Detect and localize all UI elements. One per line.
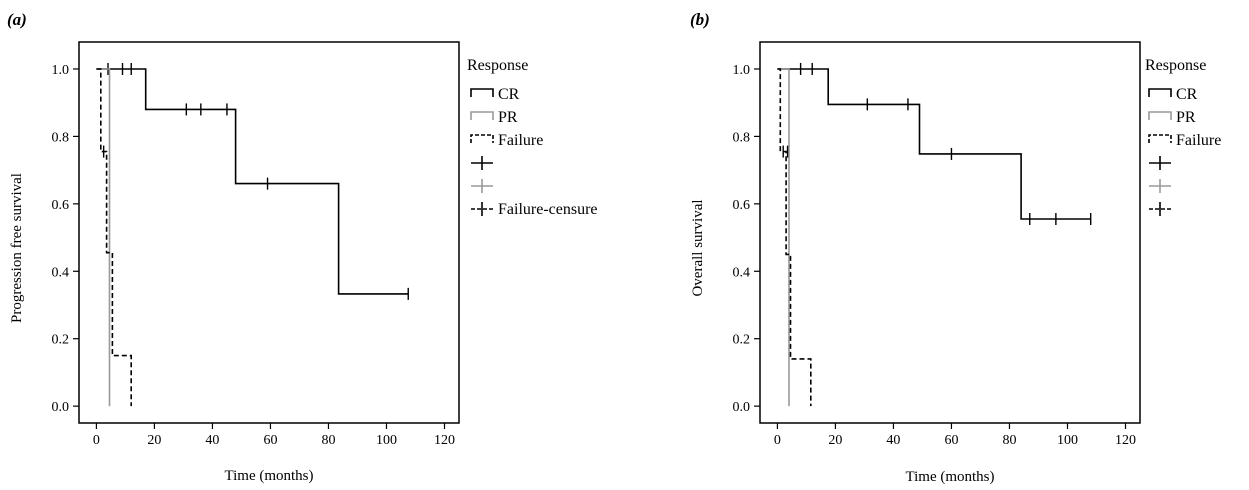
series-line-cr [96,68,409,295]
x-tick-label: 120 [1115,433,1136,448]
legend-symbol-step [1148,111,1172,120]
legend-label: Failure [1176,132,1221,149]
y-tick-label: 0.0 [733,400,751,415]
panel-label: (b) [690,10,710,29]
y-tick-label: 0.6 [52,198,70,213]
y-tick-label: 0.4 [52,265,70,280]
x-tick-label: 0 [774,433,781,448]
series-line-pr [777,68,790,407]
x-tick-label: 0 [93,433,100,448]
y-axis-title: Progression free survival [9,173,25,323]
y-tick-label: 1.0 [52,63,70,78]
legend-symbol-step [470,88,494,97]
legend-label: CR [1176,86,1198,103]
x-tick-label: 100 [1057,433,1078,448]
chart-panel-1: (b) 0 20 40 60 80 100 120 0.0 0.2 0.4 0.6 0.8 1.0 Time… [690,10,1221,485]
x-axis-title: Time (months) [905,469,994,485]
x-tick-label: 100 [376,433,397,448]
x-tick-label: 120 [434,433,455,448]
legend-title: Response [467,57,528,74]
legend-symbol-step [470,134,494,143]
legend-symbol-step [1148,134,1172,143]
x-tick-label: 60 [263,433,277,448]
x-tick-label: 40 [886,433,900,448]
legend-label: CR [498,86,520,103]
y-tick-label: 0.8 [52,130,70,145]
y-axis-title: Overall survival [690,199,706,296]
y-tick-label: 0.8 [733,130,751,145]
y-tick-label: 0.6 [733,198,751,213]
y-tick-label: 1.0 [733,63,751,78]
y-tick-label: 0.0 [52,400,70,415]
x-axis-title: Time (months) [224,468,313,484]
legend-symbol-step [470,111,494,120]
chart-panel-0: (a) 0 20 40 60 80 100 120 0.0 0.2 0.4 0.6 0.8 1.0 Time… [7,10,598,484]
legend-title: Response [1145,57,1206,74]
series-line-cr [777,68,1091,220]
y-tick-label: 0.2 [52,333,70,348]
legend-label: Failure-censure [498,201,598,218]
x-tick-label: 80 [1002,433,1016,448]
y-tick-label: 0.2 [733,333,751,348]
y-tick-label: 0.4 [733,265,751,280]
x-tick-label: 20 [828,433,842,448]
series-line-failure [96,68,132,407]
legend-label: PR [498,109,518,126]
series-line-failure [777,68,812,407]
series-line-pr [96,68,111,407]
plot-frame [759,41,1141,424]
plot-frame [78,41,460,424]
legend-label: Failure [498,132,543,149]
x-tick-label: 40 [205,433,219,448]
x-tick-label: 80 [321,433,335,448]
legend-label: PR [1176,109,1196,126]
x-tick-label: 60 [944,433,958,448]
panel-label: (a) [7,10,27,29]
x-tick-label: 20 [147,433,161,448]
legend-symbol-step [1148,88,1172,97]
